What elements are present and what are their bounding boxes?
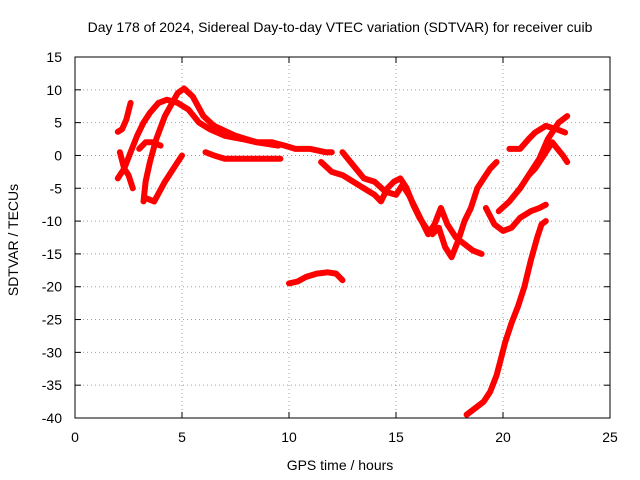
x-tick-label: 15 — [388, 429, 404, 445]
series-arc-1 — [114, 99, 134, 135]
series-arc-7 — [202, 149, 284, 162]
y-tick-label: -10 — [42, 213, 62, 229]
x-tick-label: 10 — [281, 429, 297, 445]
series-arc-15 — [463, 218, 549, 418]
axis-ticks: 0 5 10 15 20 25 -40 -35 -30 -25 -20 -15 -10 -5 0 5 10 15 — [42, 49, 618, 445]
y-tick-label: -40 — [42, 410, 62, 426]
y-tick-label: 5 — [54, 115, 62, 131]
y-tick-label: 0 — [54, 147, 62, 163]
x-axis-label: GPS time / hours — [287, 457, 394, 473]
plot-frame — [74, 56, 611, 419]
series-arc-9 — [318, 159, 500, 261]
y-tick-label: -25 — [42, 312, 62, 328]
x-tick-label: 5 — [178, 429, 186, 445]
y-tick-label: -20 — [42, 279, 62, 295]
x-tick-label: 20 — [495, 429, 511, 445]
series-arc-8 — [286, 269, 346, 287]
x-tick-label: 25 — [602, 429, 618, 445]
series-arc-13 — [506, 122, 569, 152]
series-arc-14 — [525, 139, 571, 179]
y-tick-label: -5 — [50, 180, 63, 196]
series-arc-2 — [116, 149, 136, 192]
series-arc-3 — [114, 96, 335, 182]
y-tick-label: 10 — [46, 82, 62, 98]
y-axis-label: SDTVAR / TECUs — [5, 184, 21, 296]
series-arc-10 — [339, 149, 485, 257]
x-tick-label: 0 — [71, 429, 79, 445]
y-tick-label: -30 — [42, 344, 62, 360]
chart-title: Day 178 of 2024, Sidereal Day-to-day VTE… — [88, 19, 593, 35]
y-tick-label: 15 — [46, 49, 62, 65]
data-series — [114, 85, 571, 418]
series-arc-5 — [140, 85, 282, 205]
series-arc-11 — [482, 201, 549, 234]
series-arc-6 — [142, 152, 185, 205]
y-tick-label: -15 — [42, 246, 62, 262]
y-tick-label: -35 — [42, 377, 62, 393]
